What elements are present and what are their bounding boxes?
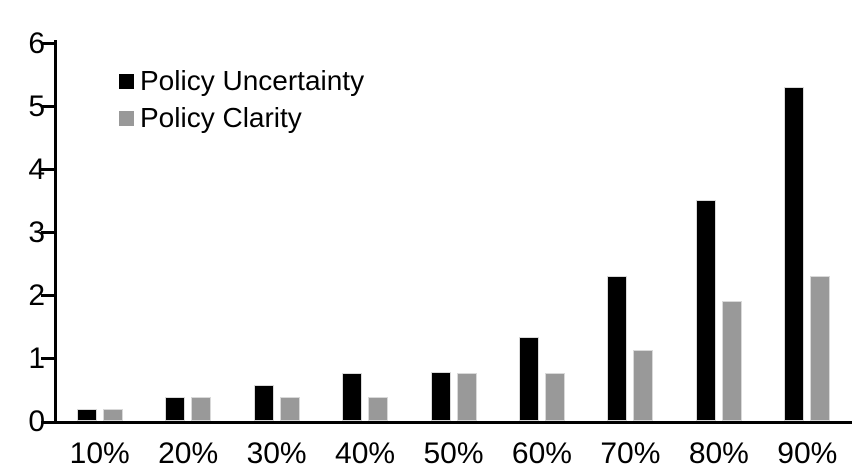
x-axis-label: 50% xyxy=(423,437,484,470)
bar-policy-clarity xyxy=(191,396,212,421)
y-tick-label: 3 xyxy=(28,215,45,249)
y-tick xyxy=(41,105,55,109)
x-axis-line xyxy=(41,420,852,424)
x-axis-label: 30% xyxy=(246,437,307,470)
bar-policy-uncertainty xyxy=(695,199,716,421)
bar-policy-uncertainty xyxy=(784,86,805,421)
bar-policy-clarity xyxy=(368,396,389,421)
bar-policy-clarity xyxy=(810,275,831,421)
y-tick xyxy=(41,294,55,298)
bar-policy-uncertainty xyxy=(165,396,186,421)
bar-policy-uncertainty xyxy=(607,275,628,421)
y-tick-label: 0 xyxy=(28,405,45,438)
y-tick xyxy=(41,357,55,361)
x-axis-label: 70% xyxy=(600,437,661,470)
x-axis-label: 80% xyxy=(688,437,749,470)
y-tick-label: 5 xyxy=(28,89,45,123)
legend-item-policy-uncertainty: Policy Uncertainty xyxy=(119,66,364,96)
bar-policy-uncertainty xyxy=(342,372,363,421)
y-tick-label: 6 xyxy=(28,26,45,60)
y-tick xyxy=(41,168,55,172)
y-tick xyxy=(41,42,55,46)
bar-policy-uncertainty xyxy=(430,371,451,421)
x-axis-label: 20% xyxy=(158,437,219,470)
bar-policy-clarity xyxy=(102,408,123,421)
x-axis-label: 60% xyxy=(511,437,572,470)
y-tick-label: 2 xyxy=(28,278,45,312)
bar-policy-uncertainty xyxy=(253,384,274,421)
y-tick-label: 4 xyxy=(28,152,45,186)
bar-policy-clarity xyxy=(721,300,742,421)
bar-policy-uncertainty xyxy=(518,336,539,421)
legend-label-policy-clarity: Policy Clarity xyxy=(140,102,302,133)
y-tick-label: 1 xyxy=(28,341,45,375)
x-axis-label: 10% xyxy=(69,437,130,470)
x-axis-label: 40% xyxy=(335,437,396,470)
bar-policy-uncertainty xyxy=(76,408,97,421)
legend-label-policy-uncertainty: Policy Uncertainty xyxy=(140,65,365,96)
bar-policy-clarity xyxy=(279,396,300,421)
y-axis-line xyxy=(54,40,57,424)
legend-item-policy-clarity: Policy Clarity xyxy=(119,103,364,133)
bar-policy-clarity xyxy=(544,372,565,421)
legend-swatch-policy-uncertainty xyxy=(119,73,134,89)
y-tick xyxy=(41,231,55,235)
bar-policy-clarity xyxy=(456,372,477,421)
legend-swatch-policy-clarity xyxy=(119,110,134,126)
legend: Policy Uncertainty Policy Clarity xyxy=(119,66,364,140)
x-axis-label: 90% xyxy=(777,437,838,470)
bar-policy-clarity xyxy=(633,349,654,421)
